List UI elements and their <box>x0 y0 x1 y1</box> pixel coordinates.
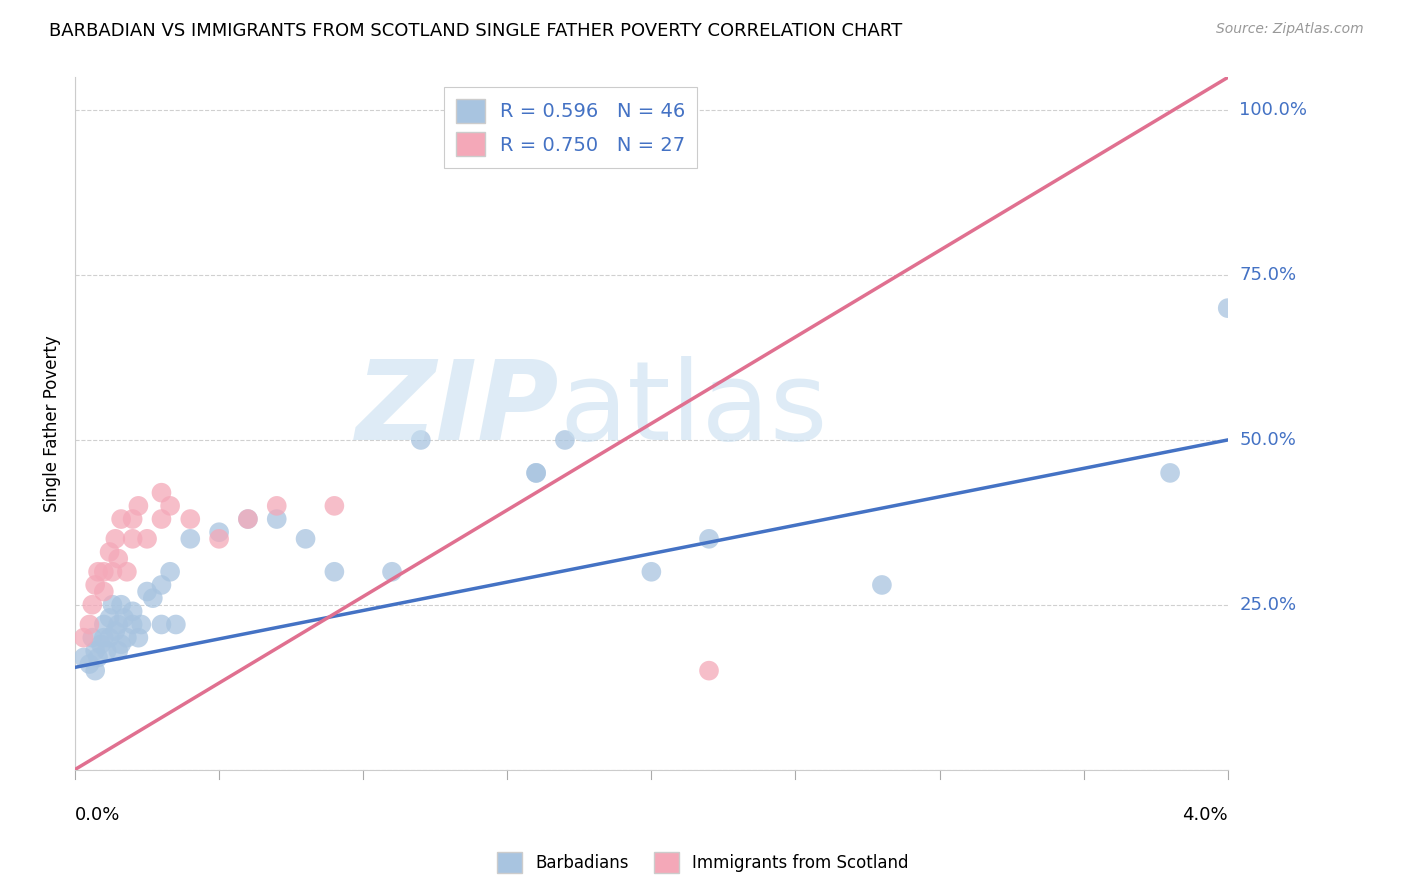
Point <box>136 532 159 546</box>
Point <box>127 631 149 645</box>
Point <box>142 591 165 606</box>
Point <box>150 617 173 632</box>
Point <box>82 631 104 645</box>
Point <box>165 617 187 632</box>
Text: ZIP: ZIP <box>356 356 560 463</box>
Point <box>323 565 346 579</box>
Point <box>110 512 132 526</box>
Point <box>159 499 181 513</box>
Point <box>104 532 127 546</box>
Point <box>72 650 94 665</box>
Point <box>115 565 138 579</box>
Point <box>98 631 121 645</box>
Point <box>82 598 104 612</box>
Point <box>150 578 173 592</box>
Point <box>93 565 115 579</box>
Point <box>98 611 121 625</box>
Point <box>112 611 135 625</box>
Y-axis label: Single Father Poverty: Single Father Poverty <box>44 335 60 512</box>
Point <box>84 578 107 592</box>
Text: 75.0%: 75.0% <box>1239 266 1296 285</box>
Point <box>90 637 112 651</box>
Point <box>107 617 129 632</box>
Point <box>524 466 547 480</box>
Point <box>697 532 720 546</box>
Point <box>179 512 201 526</box>
Point <box>93 617 115 632</box>
Point <box>121 617 143 632</box>
Point <box>101 598 124 612</box>
Point <box>96 644 118 658</box>
Point <box>266 499 288 513</box>
Text: Source: ZipAtlas.com: Source: ZipAtlas.com <box>1216 22 1364 37</box>
Point <box>121 532 143 546</box>
Point <box>294 532 316 546</box>
Point <box>136 584 159 599</box>
Point <box>870 578 893 592</box>
Point <box>554 433 576 447</box>
Point <box>93 584 115 599</box>
Point <box>1159 466 1181 480</box>
Point <box>79 657 101 671</box>
Point <box>697 664 720 678</box>
Point <box>640 565 662 579</box>
Text: 100.0%: 100.0% <box>1239 102 1308 120</box>
Point <box>87 650 110 665</box>
Point <box>84 664 107 678</box>
Point <box>323 499 346 513</box>
Text: 0.0%: 0.0% <box>75 805 121 823</box>
Point <box>150 512 173 526</box>
Text: 4.0%: 4.0% <box>1182 805 1227 823</box>
Point <box>110 637 132 651</box>
Text: BARBADIAN VS IMMIGRANTS FROM SCOTLAND SINGLE FATHER POVERTY CORRELATION CHART: BARBADIAN VS IMMIGRANTS FROM SCOTLAND SI… <box>49 22 903 40</box>
Point <box>150 485 173 500</box>
Point <box>1216 301 1239 315</box>
Point <box>93 631 115 645</box>
Point <box>115 631 138 645</box>
Point <box>98 545 121 559</box>
Point <box>107 644 129 658</box>
Text: atlas: atlas <box>560 356 828 463</box>
Point <box>79 617 101 632</box>
Point <box>84 644 107 658</box>
Point <box>87 565 110 579</box>
Point <box>127 499 149 513</box>
Point <box>208 532 231 546</box>
Text: 25.0%: 25.0% <box>1239 596 1296 614</box>
Point <box>129 617 152 632</box>
Point <box>381 565 404 579</box>
Legend: R = 0.596   N = 46, R = 0.750   N = 27: R = 0.596 N = 46, R = 0.750 N = 27 <box>444 87 697 168</box>
Point <box>179 532 201 546</box>
Point <box>107 551 129 566</box>
Point <box>409 433 432 447</box>
Point <box>640 117 662 131</box>
Text: 50.0%: 50.0% <box>1239 431 1296 449</box>
Point <box>101 565 124 579</box>
Point <box>121 512 143 526</box>
Point <box>266 512 288 526</box>
Point <box>104 624 127 639</box>
Point <box>72 631 94 645</box>
Point <box>110 598 132 612</box>
Point <box>524 466 547 480</box>
Point <box>121 604 143 618</box>
Point <box>236 512 259 526</box>
Point <box>159 565 181 579</box>
Point <box>236 512 259 526</box>
Legend: Barbadians, Immigrants from Scotland: Barbadians, Immigrants from Scotland <box>491 846 915 880</box>
Point <box>208 525 231 540</box>
